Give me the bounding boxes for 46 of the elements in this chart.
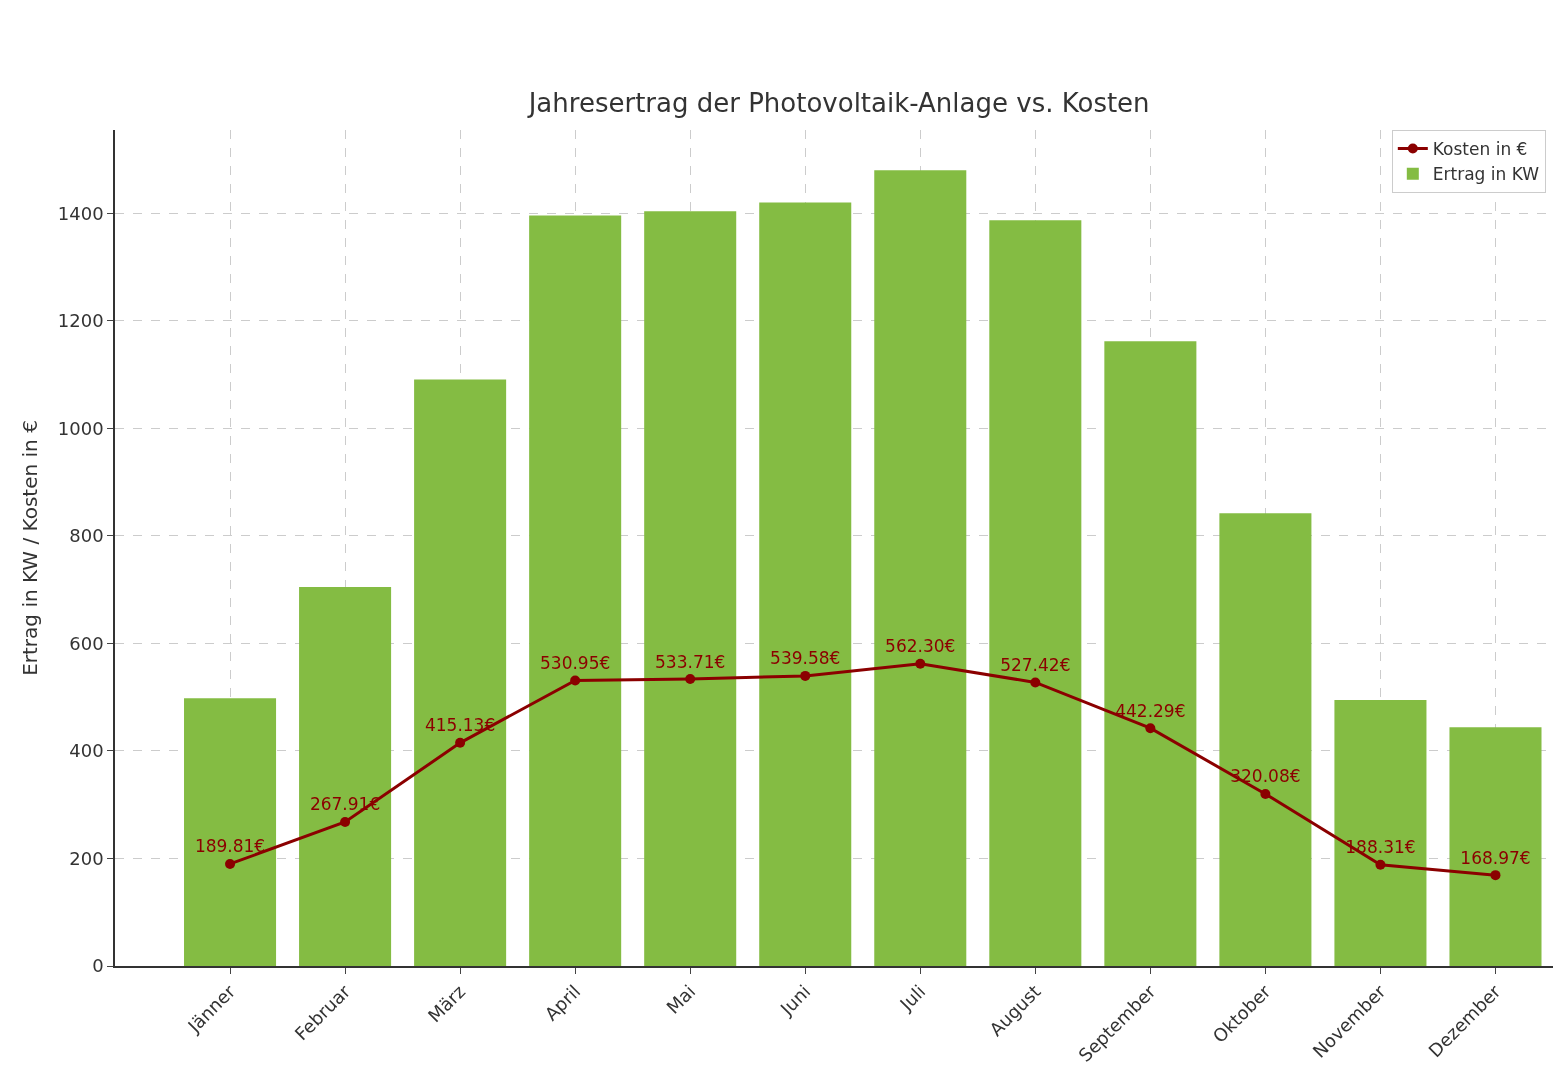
point — [1260, 788, 1271, 799]
bar — [414, 379, 507, 966]
bar — [1334, 699, 1427, 966]
y-tick-label: 600 — [69, 632, 104, 654]
point — [570, 675, 581, 686]
bar — [759, 202, 852, 966]
point — [800, 670, 811, 681]
y-tick-label: 400 — [69, 740, 104, 762]
chart-title: Jahresertrag der Photovoltaik-Anlage vs. Kosten — [526, 88, 1150, 119]
data-label: 533.71€ — [655, 651, 726, 672]
data-label: 530.95€ — [540, 653, 611, 674]
bar — [184, 698, 277, 966]
bar — [299, 586, 392, 966]
point — [1145, 723, 1156, 734]
bar — [529, 215, 622, 966]
legend-label: Ertrag in KW — [1432, 164, 1540, 185]
bar — [989, 220, 1082, 966]
point — [915, 658, 926, 669]
data-label: 562.30€ — [885, 636, 956, 657]
y-tick-label: 200 — [69, 847, 104, 869]
data-label: 442.29€ — [1115, 700, 1186, 721]
x-tick-label: Mai — [662, 980, 700, 1018]
point — [225, 858, 236, 869]
data-label: 415.13€ — [424, 715, 496, 736]
data-label: 527.42€ — [1000, 654, 1071, 675]
y-tick-label: 1200 — [57, 310, 104, 332]
y-tick-label: 0 — [92, 955, 104, 977]
bar — [874, 170, 967, 966]
y-axis-title: Ertrag in KW / Kosten in € — [17, 420, 42, 676]
bar — [1449, 727, 1542, 966]
point — [340, 816, 351, 827]
data-label: 168.97€ — [1460, 847, 1531, 868]
y-tick-label: 800 — [69, 525, 104, 547]
point — [1375, 859, 1386, 870]
point — [1030, 677, 1041, 688]
bar — [1104, 341, 1197, 966]
bar — [1219, 513, 1312, 966]
legend-label: Kosten in € — [1432, 139, 1528, 160]
bar — [644, 211, 737, 966]
data-label: 189.81€ — [194, 836, 266, 857]
data-label: 539.58€ — [770, 648, 841, 669]
y-tick-label: 1400 — [57, 202, 104, 224]
y-tick-label: 1000 — [57, 417, 104, 439]
point — [455, 737, 466, 748]
point — [1490, 870, 1501, 881]
point — [685, 674, 696, 685]
